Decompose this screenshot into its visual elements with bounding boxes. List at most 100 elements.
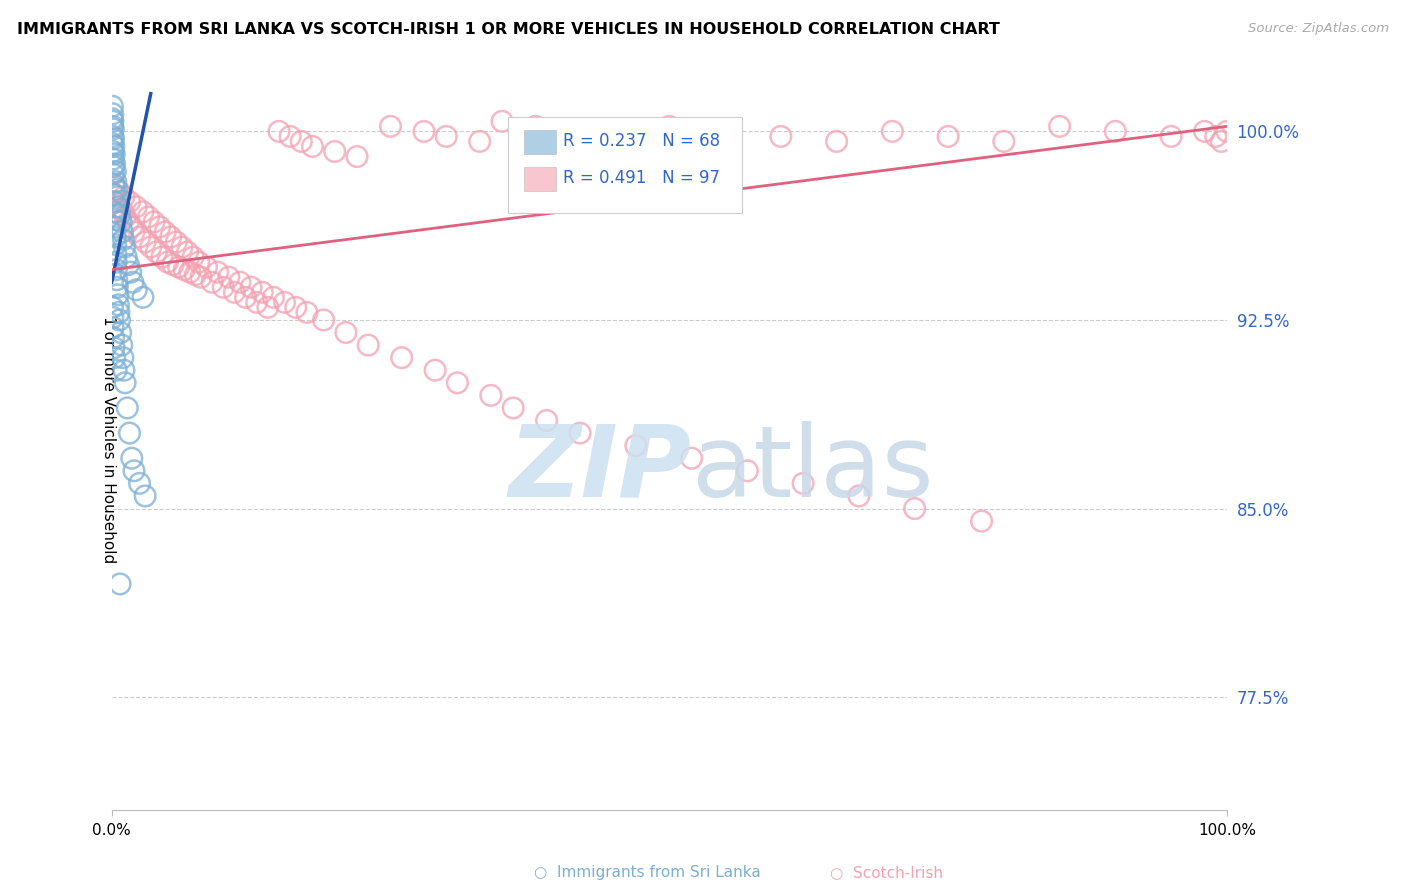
- Point: [101, 320, 124, 334]
- Point: [125, 200, 148, 214]
- Point: [132, 204, 155, 219]
- Point: [246, 295, 269, 310]
- Point: [117, 215, 139, 229]
- Point: [569, 426, 592, 441]
- Point: [112, 363, 135, 377]
- Point: [714, 124, 737, 138]
- Point: [128, 476, 150, 491]
- Point: [117, 258, 139, 272]
- Point: [103, 177, 125, 191]
- Point: [273, 295, 295, 310]
- Point: [103, 121, 125, 136]
- Point: [536, 413, 558, 427]
- Point: [423, 363, 446, 377]
- Point: [825, 135, 848, 149]
- Point: [103, 330, 125, 344]
- Point: [121, 219, 143, 234]
- Point: [115, 250, 138, 264]
- Point: [323, 145, 346, 159]
- Point: [105, 280, 128, 294]
- Point: [335, 326, 357, 340]
- Point: [104, 164, 127, 178]
- Point: [162, 258, 184, 272]
- Point: [104, 351, 127, 365]
- Text: ○  Scotch-Irish: ○ Scotch-Irish: [830, 865, 942, 880]
- Point: [101, 112, 124, 126]
- Point: [993, 135, 1015, 149]
- Point: [128, 230, 150, 244]
- Point: [117, 401, 139, 415]
- Point: [190, 270, 212, 285]
- Point: [105, 255, 128, 269]
- Point: [212, 280, 235, 294]
- Point: [547, 124, 569, 138]
- Point: [468, 135, 491, 149]
- Point: [122, 275, 145, 289]
- Point: [103, 160, 125, 174]
- Point: [104, 219, 127, 234]
- Point: [101, 99, 124, 113]
- Point: [118, 426, 141, 441]
- Point: [201, 275, 224, 289]
- Point: [103, 167, 125, 181]
- Point: [207, 265, 229, 279]
- Point: [105, 262, 128, 277]
- Point: [446, 376, 468, 390]
- Point: [111, 351, 134, 365]
- Point: [112, 232, 135, 246]
- Point: [1049, 120, 1071, 134]
- Point: [524, 120, 547, 134]
- Point: [624, 439, 647, 453]
- Point: [602, 129, 624, 144]
- Point: [104, 237, 127, 252]
- Point: [176, 245, 198, 260]
- Point: [156, 255, 179, 269]
- Point: [284, 301, 307, 315]
- Point: [181, 250, 204, 264]
- Point: [904, 501, 927, 516]
- Point: [122, 464, 145, 478]
- Point: [187, 255, 209, 269]
- Point: [103, 139, 125, 153]
- Point: [1160, 129, 1182, 144]
- Text: atlas: atlas: [692, 420, 934, 517]
- Point: [111, 204, 134, 219]
- FancyBboxPatch shape: [508, 117, 742, 213]
- Text: R = 0.237   N = 68: R = 0.237 N = 68: [564, 132, 720, 150]
- Point: [312, 313, 335, 327]
- Point: [104, 157, 127, 171]
- Point: [224, 285, 246, 300]
- Point: [103, 187, 125, 202]
- Point: [122, 225, 145, 239]
- Point: [111, 225, 134, 239]
- Point: [413, 124, 436, 138]
- Point: [1211, 135, 1233, 149]
- Point: [184, 268, 207, 282]
- Point: [104, 175, 127, 189]
- Point: [848, 489, 870, 503]
- Point: [101, 152, 124, 166]
- Point: [792, 476, 814, 491]
- Point: [1216, 124, 1239, 138]
- Point: [134, 235, 156, 249]
- Point: [108, 313, 131, 327]
- Point: [114, 376, 136, 390]
- Point: [173, 262, 195, 277]
- Point: [101, 145, 124, 159]
- Point: [159, 230, 181, 244]
- Point: [112, 190, 135, 204]
- Point: [167, 260, 190, 274]
- Point: [118, 194, 141, 209]
- Point: [108, 577, 131, 591]
- Point: [278, 129, 301, 144]
- Point: [121, 451, 143, 466]
- Point: [391, 351, 413, 365]
- Point: [882, 124, 904, 138]
- Point: [970, 514, 993, 528]
- Point: [107, 200, 129, 214]
- Point: [479, 388, 502, 402]
- Point: [346, 149, 368, 163]
- Point: [105, 273, 128, 287]
- Point: [101, 136, 124, 151]
- Point: [256, 301, 278, 315]
